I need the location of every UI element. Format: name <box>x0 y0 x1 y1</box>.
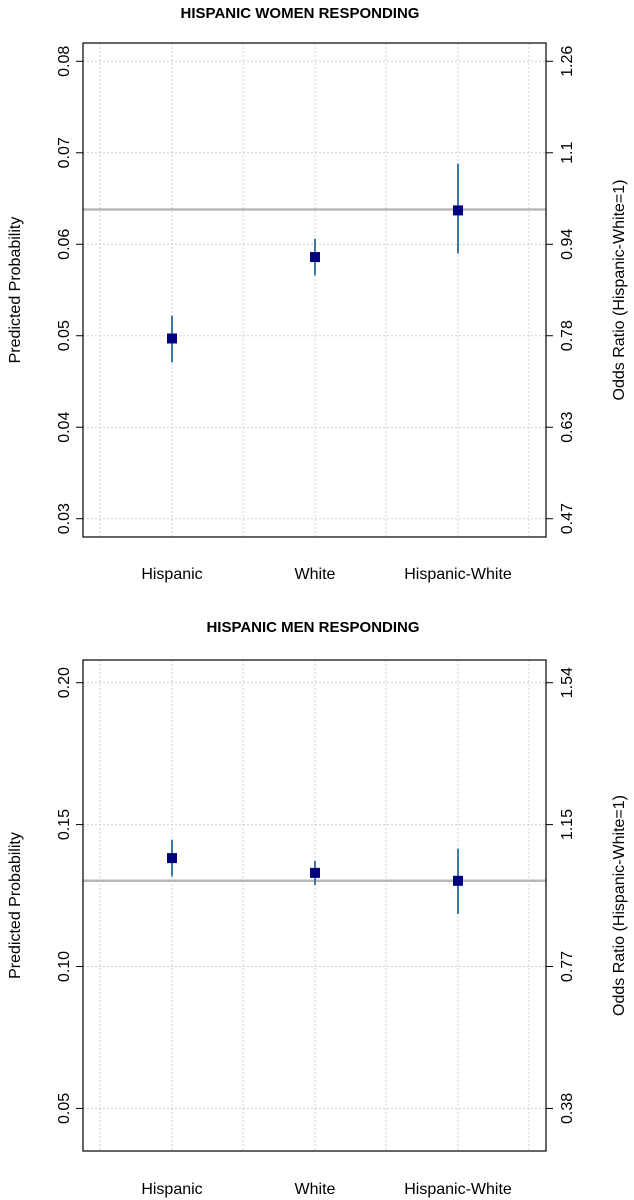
chart-title: HISPANIC MEN RESPONDING <box>206 619 419 636</box>
point-white <box>310 252 320 263</box>
y-axis-title: Predicted Probability <box>7 217 24 364</box>
y-tick-label: 0.08 <box>56 46 73 77</box>
y2-tick-label: 0.94 <box>559 229 576 260</box>
y2-tick-label: 0.47 <box>559 503 576 534</box>
chart-men-svg: HISPANIC MEN RESPONDING 0.05 0.10 0.15 0.20… <box>7 619 628 1198</box>
x-tick-label: White <box>295 1181 336 1198</box>
y-tick-label: 0.05 <box>56 1093 73 1124</box>
x-axis-labels: Hispanic White Hispanic-White <box>141 1181 512 1198</box>
y-axis-right: 0.47 0.63 0.78 0.94 1.1 1.26 <box>546 46 576 534</box>
point-white <box>310 867 320 878</box>
grid-lines <box>83 43 546 537</box>
y-axis-left: 0.03 0.04 0.05 0.06 0.07 0.08 <box>56 46 83 534</box>
x-tick-label: Hispanic <box>141 566 202 583</box>
x-tick-label: Hispanic <box>141 1181 202 1198</box>
point-hispanic-white <box>453 205 463 216</box>
y2-axis-title: Odds Ratio (Hispanic-White=1) <box>611 795 628 1016</box>
y2-tick-label: 0.38 <box>559 1093 576 1124</box>
y2-axis-title: Odds Ratio (Hispanic-White=1) <box>611 180 628 401</box>
chart-panel-women: HISPANIC WOMEN RESPONDING 0.03 0.04 0.05 0.… <box>7 5 628 583</box>
y2-tick-label: 0.77 <box>559 951 576 982</box>
y-axis-left: 0.05 0.10 0.15 0.20 <box>56 667 83 1124</box>
y-tick-label: 0.07 <box>56 137 73 168</box>
y-tick-label: 0.03 <box>56 503 73 534</box>
y2-tick-label: 1.54 <box>559 667 576 698</box>
point-hispanic <box>167 333 177 344</box>
x-axis-labels: Hispanic White Hispanic-White <box>141 566 512 583</box>
x-tick-label: White <box>295 566 336 583</box>
chart-women-svg: HISPANIC WOMEN RESPONDING 0.030.040.050.… <box>7 5 628 583</box>
point-hispanic-white <box>453 875 463 886</box>
y-axis-right: 0.38 0.77 1.15 1.54 <box>546 667 576 1124</box>
y-tick-label: 0.05 <box>56 320 73 351</box>
chart-title: HISPANIC WOMEN RESPONDING <box>181 5 420 22</box>
y-tick-label: 0.04 <box>56 412 73 443</box>
y-tick-label: 0.15 <box>56 809 73 840</box>
plot-frame <box>82 42 547 538</box>
grid-lines <box>83 660 546 1151</box>
y2-tick-label: 0.63 <box>559 412 576 443</box>
y-tick-label: 0.20 <box>56 667 73 698</box>
y2-tick-label: 1.26 <box>559 46 576 77</box>
x-tick-label: Hispanic-White <box>404 566 512 583</box>
chart-panel-men: HISPANIC MEN RESPONDING 0.05 0.10 0.15 0.20… <box>0 600 634 1200</box>
data-marks <box>167 163 463 363</box>
point-hispanic <box>167 853 177 864</box>
y2-tick-label: 0.78 <box>559 320 576 351</box>
x-tick-label: Hispanic-White <box>404 1181 512 1198</box>
y2-tick-label: 1.1 <box>559 142 576 164</box>
y2-tick-label: 1.15 <box>559 809 576 840</box>
data-marks <box>167 839 463 915</box>
y-tick-label: 0.10 <box>56 951 73 982</box>
y-axis-title: Predicted Probability <box>7 832 24 979</box>
y-tick-label: 0.06 <box>56 229 73 260</box>
plot-frame <box>82 659 547 1152</box>
